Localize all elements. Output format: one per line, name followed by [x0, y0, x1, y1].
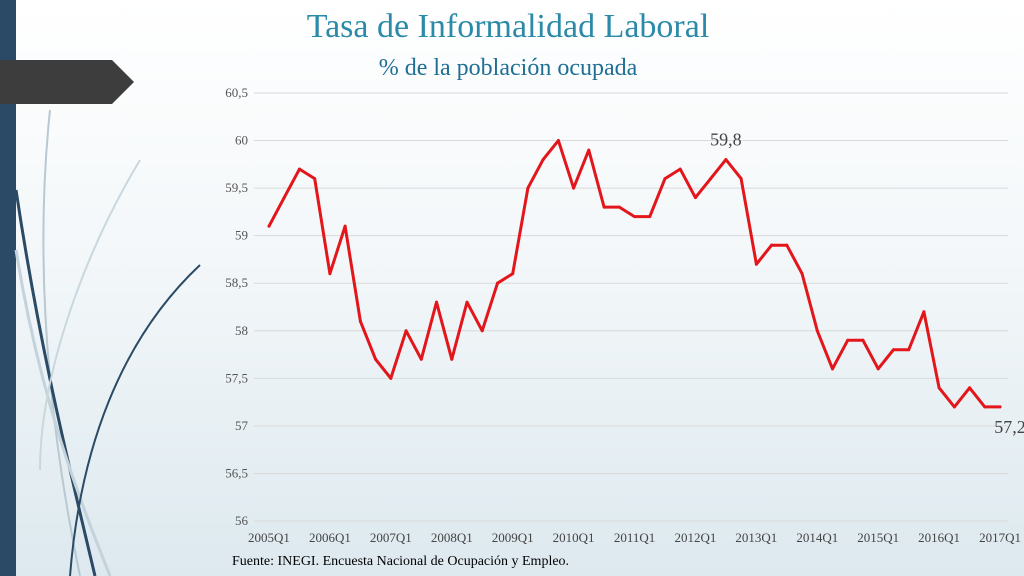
decorative-curves	[14, 109, 201, 576]
data-point	[709, 177, 713, 181]
x-tick-label: 2011Q1	[614, 530, 655, 545]
data-point	[633, 215, 637, 219]
data-point	[556, 139, 560, 143]
data-point	[602, 205, 606, 209]
data-point	[648, 215, 652, 219]
data-point	[297, 167, 301, 171]
data-point	[800, 272, 804, 276]
data-point	[663, 177, 667, 181]
y-tick-label: 60,5	[225, 85, 248, 100]
data-label: 59,8	[710, 130, 742, 150]
series-line	[267, 139, 1002, 409]
y-tick-label: 56,5	[225, 465, 248, 480]
data-point	[465, 300, 469, 304]
data-point	[480, 329, 484, 333]
data-point	[541, 158, 545, 162]
y-tick-label: 59	[235, 228, 248, 243]
data-point	[876, 367, 880, 371]
data-point	[572, 186, 576, 190]
data-point	[846, 338, 850, 342]
x-tick-label: 2005Q1	[248, 530, 290, 545]
data-point	[495, 281, 499, 285]
data-point	[587, 148, 591, 152]
data-point	[815, 329, 819, 333]
y-tick-label: 56	[235, 513, 249, 528]
data-point	[617, 205, 621, 209]
x-tick-label: 2006Q1	[309, 530, 351, 545]
y-tick-label: 58	[235, 323, 248, 338]
source-note: Fuente: INEGI. Encuesta Nacional de Ocup…	[232, 554, 570, 569]
slide-subtitle: % de la población ocupada	[378, 55, 638, 81]
data-point	[693, 196, 697, 200]
slide-title: Tasa de Informalidad Laboral	[306, 8, 710, 45]
x-tick-label: 2009Q1	[492, 530, 534, 545]
data-point	[891, 348, 895, 352]
x-tick-label: 2016Q1	[918, 530, 960, 545]
data-point	[374, 357, 378, 361]
x-tick-label: 2014Q1	[796, 530, 838, 545]
y-tick-label: 57,5	[225, 370, 248, 385]
data-point	[952, 405, 956, 409]
data-point	[450, 357, 454, 361]
data-point	[526, 186, 530, 190]
data-point	[785, 243, 789, 247]
data-point	[937, 386, 941, 390]
data-point	[343, 224, 347, 228]
y-tick-label: 59,5	[225, 180, 248, 195]
data-point	[754, 262, 758, 266]
data-point	[419, 357, 423, 361]
data-point	[435, 300, 439, 304]
data-point	[907, 348, 911, 352]
data-point	[739, 177, 743, 181]
data-point	[511, 272, 515, 276]
x-tick-label: 2013Q1	[735, 530, 777, 545]
y-tick-label: 57	[235, 418, 249, 433]
x-tick-label: 2012Q1	[674, 530, 716, 545]
data-point	[389, 376, 393, 380]
data-point	[328, 272, 332, 276]
data-point	[831, 367, 835, 371]
data-label: 57,2	[994, 417, 1024, 437]
data-point	[983, 405, 987, 409]
x-tick-label: 2010Q1	[553, 530, 595, 545]
data-point	[770, 243, 774, 247]
data-point	[678, 167, 682, 171]
sidebar-bar	[0, 0, 16, 576]
data-point	[724, 158, 728, 162]
x-tick-label: 2007Q1	[370, 530, 412, 545]
x-tick-label: 2008Q1	[431, 530, 473, 545]
data-point	[282, 196, 286, 200]
y-tick-label: 60	[235, 133, 248, 148]
data-point	[404, 329, 408, 333]
x-tick-label: 2017Q1	[979, 530, 1021, 545]
x-tick-label: 2015Q1	[857, 530, 899, 545]
data-point	[267, 224, 271, 228]
data-point	[968, 386, 972, 390]
y-tick-label: 58,5	[225, 275, 248, 290]
data-point	[998, 405, 1002, 409]
data-point	[358, 319, 362, 323]
data-point	[313, 177, 317, 181]
data-point	[922, 310, 926, 314]
data-point	[861, 338, 865, 342]
arrow-tab-icon	[0, 60, 134, 104]
